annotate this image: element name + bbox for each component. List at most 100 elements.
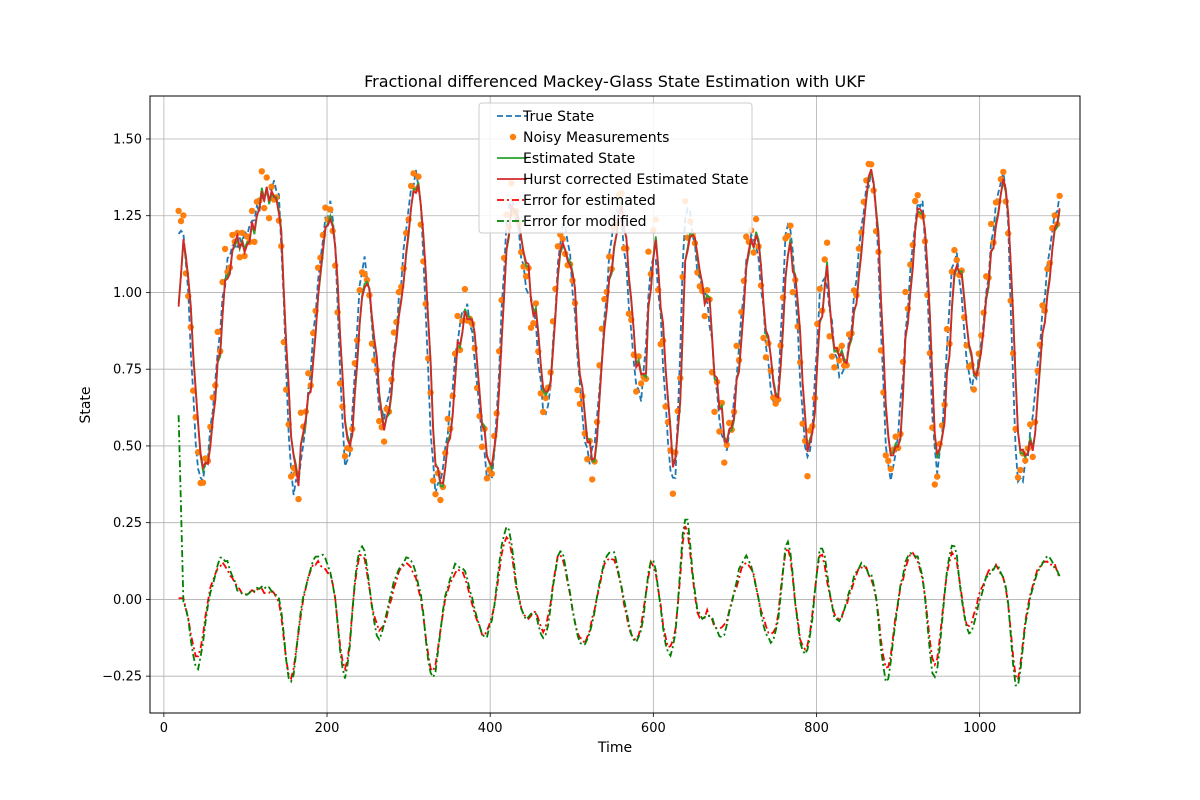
measurement-point bbox=[836, 357, 843, 364]
measurement-point bbox=[261, 204, 268, 212]
legend-label: Error for estimated bbox=[523, 193, 656, 209]
measurement-point bbox=[885, 457, 892, 464]
measurement-point bbox=[461, 285, 469, 293]
measurement-point bbox=[530, 320, 537, 327]
measurement-point bbox=[456, 346, 464, 354]
measurement-point bbox=[716, 428, 723, 435]
y-tick-label: 0.00 bbox=[113, 593, 142, 608]
measurement-point bbox=[295, 495, 302, 503]
y-tick-label: 1.50 bbox=[113, 132, 142, 147]
x-tick-label: 0 bbox=[160, 721, 168, 736]
measurement-point bbox=[390, 329, 398, 336]
measurement-point bbox=[1039, 302, 1046, 309]
measurement-point bbox=[902, 288, 909, 296]
measurement-point bbox=[669, 490, 677, 497]
measurement-point bbox=[799, 420, 806, 427]
measurement-point bbox=[214, 328, 221, 335]
measurement-point bbox=[241, 252, 248, 260]
measurement-point bbox=[789, 289, 796, 296]
measurement-point bbox=[483, 475, 491, 482]
measurement-point bbox=[931, 481, 938, 488]
measurement-point bbox=[1027, 421, 1034, 428]
measurement-point bbox=[576, 400, 584, 408]
x-tick-label: 800 bbox=[804, 721, 829, 736]
measurement-point bbox=[248, 207, 256, 215]
measurement-point bbox=[297, 409, 305, 416]
legend-label: Error for modified bbox=[523, 214, 647, 230]
measurement-point bbox=[642, 375, 650, 382]
measurement-point bbox=[361, 271, 368, 278]
measurement-point bbox=[1014, 474, 1022, 481]
legend-swatch-marker bbox=[509, 133, 517, 141]
measurement-point bbox=[488, 470, 495, 477]
measurement-point bbox=[601, 295, 608, 303]
measurement-point bbox=[828, 353, 836, 360]
measurement-point bbox=[637, 380, 645, 387]
measurement-point bbox=[532, 300, 540, 307]
legend-label: True State bbox=[522, 109, 594, 125]
measurement-point bbox=[180, 212, 187, 219]
measurement-point bbox=[762, 354, 770, 361]
measurement-point bbox=[816, 285, 823, 292]
measurement-point bbox=[718, 399, 726, 407]
measurement-point bbox=[236, 254, 243, 261]
measurement-point bbox=[444, 415, 451, 422]
measurement-point bbox=[970, 386, 978, 393]
axes-frame bbox=[149, 95, 1081, 714]
measurement-point bbox=[838, 342, 845, 349]
measurement-point bbox=[356, 287, 363, 294]
measurement-point bbox=[823, 239, 831, 246]
measurement-point bbox=[265, 214, 273, 222]
measurement-point bbox=[711, 408, 718, 415]
measurement-point bbox=[429, 477, 437, 484]
measurement-point bbox=[322, 204, 329, 211]
measurement-point bbox=[177, 217, 185, 225]
measurement-point bbox=[934, 473, 941, 480]
measurement-point bbox=[1056, 192, 1063, 200]
x-axis: 0 200 400 600 800 1000 bbox=[160, 713, 996, 736]
measurement-point bbox=[559, 235, 566, 243]
measurement-point bbox=[855, 245, 863, 252]
y-tick-label: 0.50 bbox=[113, 439, 142, 454]
x-tick-label: 600 bbox=[641, 721, 666, 736]
measurement-point bbox=[1022, 457, 1029, 464]
measurement-point bbox=[589, 476, 596, 483]
measurement-point bbox=[371, 357, 378, 364]
measurement-point bbox=[951, 246, 958, 254]
measurement-point bbox=[251, 238, 258, 245]
measurement-point bbox=[239, 229, 246, 237]
y-axis-label: State bbox=[78, 386, 94, 423]
measurement-point bbox=[912, 197, 919, 205]
measurement-point bbox=[625, 310, 633, 317]
measurement-point bbox=[752, 215, 760, 223]
measurement-point bbox=[606, 253, 613, 260]
measurement-point bbox=[478, 443, 486, 450]
measurement-point bbox=[726, 419, 733, 427]
measurement-point bbox=[804, 473, 811, 480]
measurement-point bbox=[662, 403, 669, 410]
measurement-point bbox=[522, 273, 530, 280]
measurement-point bbox=[645, 248, 652, 255]
measurement-point bbox=[953, 256, 960, 264]
y-tick-label: 0.25 bbox=[113, 516, 142, 531]
legend-box bbox=[478, 102, 753, 234]
measurement-point bbox=[821, 256, 828, 263]
measurement-point bbox=[1017, 466, 1024, 474]
measurement-point bbox=[221, 245, 229, 253]
measurement-point bbox=[258, 168, 265, 175]
measurement-point bbox=[887, 465, 894, 473]
measurement-point bbox=[704, 287, 711, 294]
measurement-point bbox=[432, 491, 439, 498]
measurement-point bbox=[584, 456, 591, 463]
measurement-point bbox=[395, 288, 402, 296]
measurement-point bbox=[775, 396, 782, 403]
measurement-point bbox=[199, 479, 207, 486]
chart-title: Fractional differenced Mackey-Glass Stat… bbox=[364, 72, 866, 91]
measurement-point bbox=[787, 222, 794, 229]
measurement-point bbox=[831, 364, 838, 371]
measurement-point bbox=[540, 408, 547, 416]
measurement-point bbox=[341, 452, 349, 460]
measurement-point bbox=[914, 192, 921, 199]
measurement-point bbox=[850, 287, 858, 294]
